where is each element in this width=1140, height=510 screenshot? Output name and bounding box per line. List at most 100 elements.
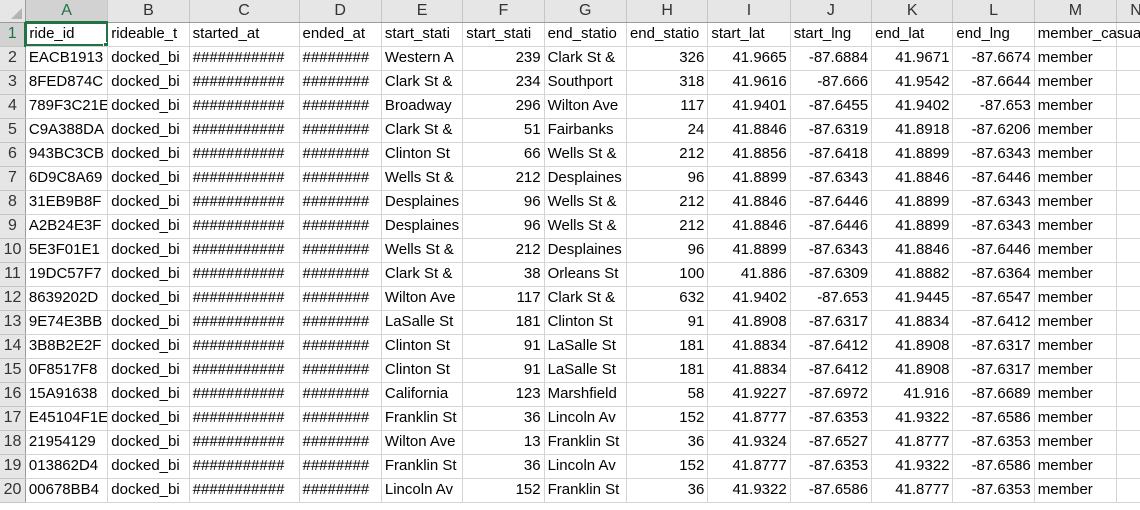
- cell-b9[interactable]: docked_bi: [107, 214, 190, 239]
- cell-l18[interactable]: -87.6353: [952, 430, 1035, 455]
- cell-j20[interactable]: -87.6586: [790, 478, 873, 503]
- cell-c18[interactable]: ###########: [189, 430, 300, 455]
- cell-g19[interactable]: Lincoln Av: [544, 454, 627, 479]
- column-header-a[interactable]: A: [25, 0, 109, 23]
- cell-f20[interactable]: 152: [462, 478, 545, 503]
- cell-d9[interactable]: ########: [299, 214, 382, 239]
- cell-k4[interactable]: 41.9402: [871, 94, 954, 119]
- cell-e18[interactable]: Wilton Ave: [381, 430, 464, 455]
- cell-i13[interactable]: 41.8908: [707, 310, 791, 335]
- cell-c4[interactable]: ###########: [189, 94, 300, 119]
- row-header-19[interactable]: 19: [0, 454, 26, 479]
- row-header-20[interactable]: 20: [0, 478, 26, 503]
- cell-b1[interactable]: rideable_t: [107, 22, 190, 47]
- cell-k5[interactable]: 41.8918: [871, 118, 954, 143]
- cell-k17[interactable]: 41.9322: [871, 406, 954, 431]
- cell-k13[interactable]: 41.8834: [871, 310, 954, 335]
- cell-e12[interactable]: Wilton Ave: [381, 286, 464, 311]
- cell-i8[interactable]: 41.8846: [707, 190, 791, 215]
- cell-b4[interactable]: docked_bi: [107, 94, 190, 119]
- cell-f19[interactable]: 36: [462, 454, 545, 479]
- cell-a8[interactable]: 31EB9B8F: [25, 190, 109, 215]
- fill-handle[interactable]: [103, 41, 107, 45]
- cell-b12[interactable]: docked_bi: [107, 286, 190, 311]
- cell-j5[interactable]: -87.6319: [790, 118, 873, 143]
- row-header-4[interactable]: 4: [0, 94, 26, 119]
- cell-m7[interactable]: member: [1034, 166, 1118, 191]
- cell-e6[interactable]: Clinton St: [381, 142, 464, 167]
- cell-d20[interactable]: ########: [299, 478, 382, 503]
- cell-c15[interactable]: ###########: [189, 358, 300, 383]
- cell-i12[interactable]: 41.9402: [707, 286, 791, 311]
- cell-h4[interactable]: 117: [626, 94, 709, 119]
- cell-m1[interactable]: member_casual: [1034, 22, 1140, 47]
- cell-l11[interactable]: -87.6364: [952, 262, 1035, 287]
- cell-j2[interactable]: -87.6884: [790, 46, 873, 71]
- cell-k8[interactable]: 41.8899: [871, 190, 954, 215]
- cell-i5[interactable]: 41.8846: [707, 118, 791, 143]
- cell-l3[interactable]: -87.6644: [952, 70, 1035, 95]
- cell-g3[interactable]: Southport: [544, 70, 627, 95]
- cell-l1[interactable]: end_lng: [952, 22, 1035, 47]
- cell-h11[interactable]: 100: [626, 262, 709, 287]
- cell-d8[interactable]: ########: [299, 190, 382, 215]
- cell-g7[interactable]: Desplaines: [544, 166, 627, 191]
- cell-a11[interactable]: 19DC57F7: [25, 262, 109, 287]
- cell-l12[interactable]: -87.6547: [952, 286, 1035, 311]
- cell-i16[interactable]: 41.9227: [707, 382, 791, 407]
- row-header-8[interactable]: 8: [0, 190, 26, 215]
- cell-h18[interactable]: 36: [626, 430, 709, 455]
- cell-l7[interactable]: -87.6446: [952, 166, 1035, 191]
- cell-m6[interactable]: member: [1034, 142, 1118, 167]
- cell-m8[interactable]: member: [1034, 190, 1118, 215]
- cell-d1[interactable]: ended_at: [299, 22, 382, 47]
- cell-j3[interactable]: -87.666: [790, 70, 873, 95]
- cell-c17[interactable]: ###########: [189, 406, 300, 431]
- cell-b14[interactable]: docked_bi: [107, 334, 190, 359]
- cell-h10[interactable]: 96: [626, 238, 709, 263]
- cell-m15[interactable]: member: [1034, 358, 1118, 383]
- cell-m14[interactable]: member: [1034, 334, 1118, 359]
- column-header-h[interactable]: H: [626, 0, 709, 23]
- cell-a3[interactable]: 8FED874C: [25, 70, 109, 95]
- cell-c5[interactable]: ###########: [189, 118, 300, 143]
- cell-i6[interactable]: 41.8856: [707, 142, 791, 167]
- cell-n18[interactable]: [1116, 430, 1140, 455]
- cell-h8[interactable]: 212: [626, 190, 709, 215]
- cell-e15[interactable]: Clinton St: [381, 358, 464, 383]
- cell-m10[interactable]: member: [1034, 238, 1118, 263]
- cell-m17[interactable]: member: [1034, 406, 1118, 431]
- column-header-l[interactable]: L: [952, 0, 1035, 23]
- cell-b19[interactable]: docked_bi: [107, 454, 190, 479]
- cell-i7[interactable]: 41.8899: [707, 166, 791, 191]
- column-header-m[interactable]: M: [1034, 0, 1118, 23]
- cell-k9[interactable]: 41.8899: [871, 214, 954, 239]
- column-header-b[interactable]: B: [107, 0, 190, 23]
- cell-f1[interactable]: start_stati: [462, 22, 545, 47]
- cell-c10[interactable]: ###########: [189, 238, 300, 263]
- cell-n7[interactable]: [1116, 166, 1140, 191]
- cell-m16[interactable]: member: [1034, 382, 1118, 407]
- cell-k15[interactable]: 41.8908: [871, 358, 954, 383]
- cell-l20[interactable]: -87.6353: [952, 478, 1035, 503]
- cell-h13[interactable]: 91: [626, 310, 709, 335]
- cell-g6[interactable]: Wells St &: [544, 142, 627, 167]
- cell-a15[interactable]: 0F8517F8: [25, 358, 109, 383]
- row-header-15[interactable]: 15: [0, 358, 26, 383]
- cell-d3[interactable]: ########: [299, 70, 382, 95]
- cell-n16[interactable]: [1116, 382, 1140, 407]
- cell-j8[interactable]: -87.6446: [790, 190, 873, 215]
- cell-g17[interactable]: Lincoln Av: [544, 406, 627, 431]
- select-all-button[interactable]: [0, 0, 26, 23]
- cell-c20[interactable]: ###########: [189, 478, 300, 503]
- row-header-1[interactable]: 1: [0, 22, 27, 47]
- cell-e17[interactable]: Franklin St: [381, 406, 464, 431]
- cell-a16[interactable]: 15A91638: [25, 382, 109, 407]
- cell-l10[interactable]: -87.6446: [952, 238, 1035, 263]
- cell-g20[interactable]: Franklin St: [544, 478, 627, 503]
- cell-n9[interactable]: [1116, 214, 1140, 239]
- cell-j11[interactable]: -87.6309: [790, 262, 873, 287]
- row-header-5[interactable]: 5: [0, 118, 26, 143]
- cell-e7[interactable]: Wells St &: [381, 166, 464, 191]
- cell-m9[interactable]: member: [1034, 214, 1118, 239]
